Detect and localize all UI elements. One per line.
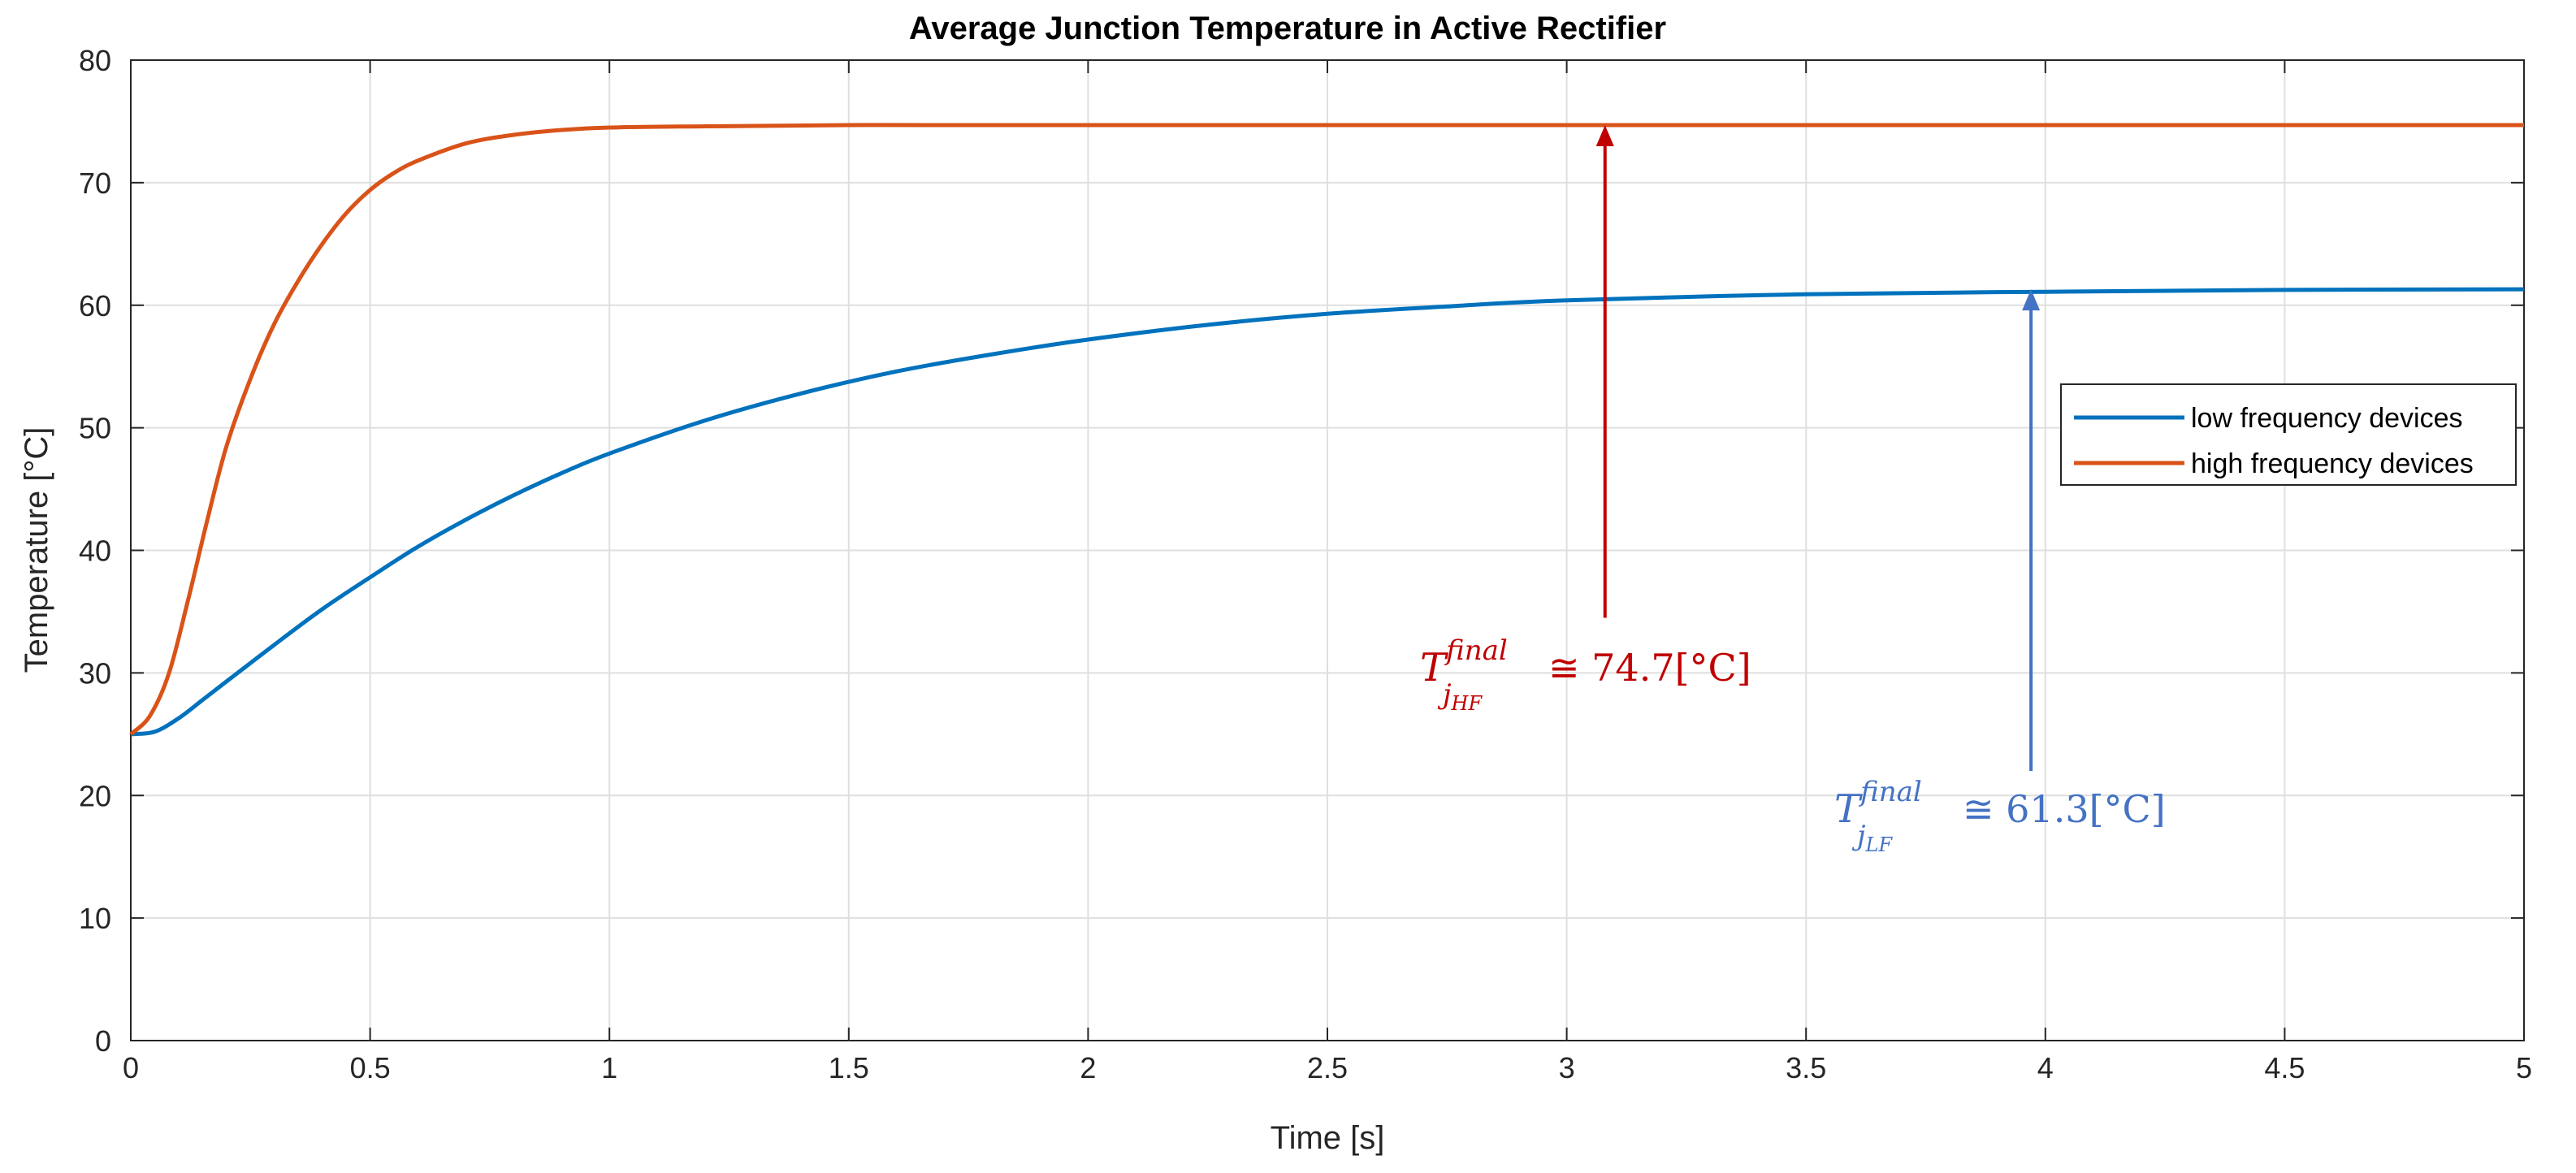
annotations: Tfinal jHF≅ 74.7[°C] Tfinal jLF≅ 61.3[°C] bbox=[1420, 124, 2166, 856]
x-tick-label: 1.5 bbox=[829, 1051, 869, 1084]
annotation-hf: Tfinal jHF≅ 74.7[°C] bbox=[1420, 124, 1751, 715]
y-tick-label: 30 bbox=[79, 656, 111, 690]
legend: low frequency devices high frequency dev… bbox=[2060, 383, 2517, 486]
x-tick-label: 5 bbox=[2516, 1051, 2532, 1084]
y-tick-label: 60 bbox=[79, 289, 111, 322]
annotation-label: Tfinal jLF≅ 61.3[°C] bbox=[1834, 776, 2166, 856]
legend-label-low-frequency: low frequency devices bbox=[2191, 403, 2463, 434]
grid-lines bbox=[131, 60, 2524, 1041]
y-tick-label: 80 bbox=[79, 44, 111, 77]
annotation-arrow-head bbox=[1595, 124, 1614, 146]
x-tick-label: 4 bbox=[2037, 1051, 2054, 1084]
y-tick-label: 20 bbox=[79, 779, 111, 812]
y-axis-label: Temperature [°C] bbox=[19, 427, 54, 673]
legend-label-high-frequency: high frequency devices bbox=[2191, 448, 2474, 479]
x-tick-label: 1 bbox=[601, 1051, 617, 1084]
x-tick-label: 0 bbox=[123, 1051, 139, 1084]
series-high-frequency bbox=[129, 123, 2524, 736]
chart-title: Average Junction Temperature in Active R… bbox=[909, 11, 1666, 46]
annotation-arrow-head bbox=[2022, 289, 2041, 311]
y-tick-label: 40 bbox=[79, 535, 111, 568]
x-tick-label: 3.5 bbox=[1786, 1051, 1826, 1084]
x-tick-label: 2 bbox=[1080, 1051, 1096, 1084]
x-tick-label: 3 bbox=[1559, 1051, 1575, 1084]
annotation-label: Tfinal jHF≅ 74.7[°C] bbox=[1420, 634, 1751, 715]
x-axis-label: Time [s] bbox=[1271, 1120, 1385, 1156]
legend-box bbox=[2060, 383, 2517, 486]
y-tick-label: 0 bbox=[95, 1024, 111, 1058]
y-tick-label: 70 bbox=[79, 167, 111, 200]
x-tick-label: 0.5 bbox=[350, 1051, 391, 1084]
annotation-lf: Tfinal jLF≅ 61.3[°C] bbox=[1834, 289, 2166, 856]
series-low-frequency bbox=[130, 287, 2525, 737]
y-tick-label: 50 bbox=[79, 412, 111, 445]
y-tick-label: 10 bbox=[79, 902, 111, 935]
x-tick-label: 2.5 bbox=[1307, 1051, 1348, 1084]
x-tick-label: 4.5 bbox=[2264, 1051, 2305, 1084]
series-layer bbox=[129, 123, 2525, 737]
